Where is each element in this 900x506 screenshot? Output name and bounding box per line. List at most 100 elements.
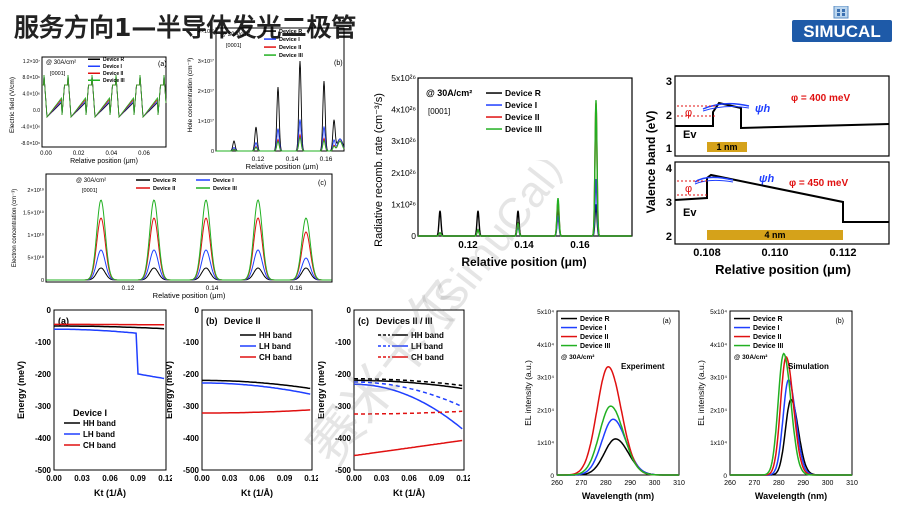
ytick-2: 3x10²⁶ xyxy=(391,136,416,146)
el-series-3 xyxy=(730,352,852,476)
band-ytick-3: -300 xyxy=(335,402,352,411)
xtick-2: 0.16 xyxy=(570,240,590,251)
el-series-0 xyxy=(730,398,852,476)
ytick-3: 0.0 xyxy=(33,108,40,114)
band-ytick-4: -400 xyxy=(335,434,352,443)
electron-series-3 xyxy=(46,199,332,281)
band-curve-0 xyxy=(202,379,311,390)
band-legend-1: LH band xyxy=(259,342,291,351)
band-curve-2 xyxy=(353,439,463,457)
band-xtick-4: 0.12 xyxy=(304,474,318,483)
legend-label-3: Device III xyxy=(580,343,610,350)
band-legend-1: LH band xyxy=(83,430,115,439)
el-xtick-0: 260 xyxy=(724,480,736,487)
band-xtick-0: 0.00 xyxy=(346,474,362,483)
electron-legend-2: Device II xyxy=(153,186,176,192)
legend-label-0: Device R xyxy=(279,29,302,35)
el-series-3 xyxy=(557,405,679,476)
ytick-4: -4.0×10⁶ xyxy=(21,124,40,130)
band-ytick-0: 0 xyxy=(195,306,200,315)
el-ytick-1: 4x10⁴ xyxy=(537,342,554,349)
recomb-series-0 xyxy=(418,204,632,237)
band-title: Device II xyxy=(224,316,261,326)
el-note: Simulation xyxy=(788,362,829,371)
band-xtick-2: 0.06 xyxy=(249,474,265,483)
band-ylabel: Energy (meV) xyxy=(318,361,326,419)
el-xtick-4: 300 xyxy=(822,480,834,487)
vband-bottom-phi-sym: φ xyxy=(685,183,692,195)
ytick-2: 4.0×10⁶ xyxy=(23,92,41,98)
band-curve-2 xyxy=(202,409,311,414)
band-ytick-2: -200 xyxy=(183,370,200,379)
vband-bottom-psi: ψh xyxy=(759,173,775,185)
legend-label-1: Device I xyxy=(753,325,780,332)
vband-top-scale: 1 nm xyxy=(716,142,737,152)
legend-label-2: Device II xyxy=(505,112,540,122)
band-curve-1 xyxy=(202,382,311,395)
ytick-2: 1×10¹⁹ xyxy=(27,232,44,239)
vband-ylabel: Valence band (eV) xyxy=(644,111,658,214)
band-ytick-5: -500 xyxy=(335,466,352,475)
band-legend-0: HH band xyxy=(259,331,292,340)
xtick-2: 0.16 xyxy=(290,285,303,292)
band-ytick-5: -500 xyxy=(183,466,200,475)
band-legend-2: CH band xyxy=(411,353,444,362)
vband-xtick-0: 0.108 xyxy=(693,247,721,259)
hole-current: @ 30A/cm² xyxy=(220,32,250,38)
hole-tag: (b) xyxy=(334,60,343,67)
band-ytick-5: -500 xyxy=(35,466,52,475)
ytick-4: 0 xyxy=(41,278,44,284)
band-legend-2: CH band xyxy=(83,441,116,450)
band-xtick-3: 0.09 xyxy=(429,474,445,483)
valence-band-plot: 1 nm φ = 400 meV φ ψh Ev 4 nm φ = 450 me… xyxy=(644,75,890,277)
electron-concentration-plot: (c) @ 30A/cm² [0001] Device R Device I Dev… xyxy=(12,173,333,300)
xtick-3: 0.06 xyxy=(138,151,150,157)
band-curve-4 xyxy=(354,381,463,408)
legend-label-0: Device R xyxy=(505,88,541,98)
band-xlabel: Kt (1/Å) xyxy=(241,488,273,498)
frame xyxy=(53,309,167,471)
xtick-1: 0.02 xyxy=(73,151,85,157)
ytick-1: 3×10¹⁷ xyxy=(198,58,214,65)
xtick-2: 0.04 xyxy=(105,151,117,157)
recomb-dir: [0001] xyxy=(428,107,450,116)
recomb-ylabel: Radiative recomb. rate (cm⁻³/s) xyxy=(373,93,385,247)
el-xtick-1: 270 xyxy=(576,480,588,487)
band-xtick-1: 0.03 xyxy=(222,474,238,483)
el-xtick-2: 280 xyxy=(600,480,612,487)
el-xtick-3: 290 xyxy=(624,480,636,487)
vband-bottom-phi: φ = 450 meV xyxy=(789,178,848,189)
legend-label-2: Device II xyxy=(580,334,608,341)
el-xtick-0: 260 xyxy=(551,480,563,487)
band-ytick-0: 0 xyxy=(47,306,52,315)
ytick-3: 2x10²⁶ xyxy=(391,168,416,178)
el-ytick-0: 5x10⁴ xyxy=(537,309,554,316)
recomb-series-1 xyxy=(418,179,632,237)
electron-legend-0: Device R xyxy=(153,178,176,184)
xtick-0: 0.12 xyxy=(122,285,135,292)
band-xtick-2: 0.06 xyxy=(102,474,118,483)
vband-top-ytick-0: 3 xyxy=(666,76,672,88)
el-ytick-0: 5x10⁴ xyxy=(710,309,727,316)
radiative-recombination-plot: @ 30A/cm² [0001] Device R Device I Device … xyxy=(373,73,633,269)
band-xtick-1: 0.03 xyxy=(374,474,390,483)
vband-xtick-2: 0.112 xyxy=(830,247,857,259)
recomb-series-3 xyxy=(418,100,632,237)
legend-label-3: Device III xyxy=(103,78,125,84)
legend-label-2: Device II xyxy=(103,71,124,77)
legend-label-1: Device I xyxy=(505,100,537,110)
electron-xlabel: Relative position (μm) xyxy=(153,291,226,300)
el-series-1 xyxy=(557,418,679,476)
band-tag: (c) xyxy=(358,316,369,326)
xtick-2: 0.16 xyxy=(320,156,333,163)
vband-top-ev: Ev xyxy=(683,129,697,141)
band-ytick-1: -100 xyxy=(35,338,52,347)
vband-top-psi: ψh xyxy=(755,103,771,115)
hole-dir: [0001] xyxy=(226,43,242,49)
el-xlabel: Wavelength (nm) xyxy=(755,491,827,501)
el-ytick-5: 0 xyxy=(723,473,727,480)
el-ytick-5: 0 xyxy=(550,473,554,480)
band-xlabel: Kt (1/Å) xyxy=(94,488,126,498)
